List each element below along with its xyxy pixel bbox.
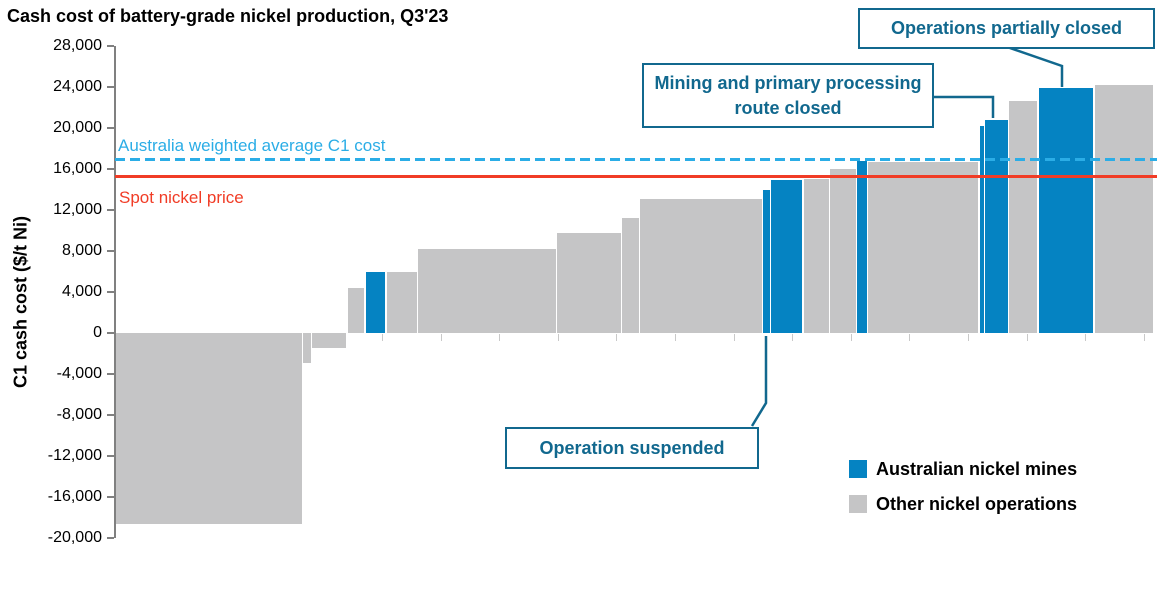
- x-tick-mark: [851, 334, 852, 341]
- x-tick-mark: [909, 334, 910, 341]
- y-tick-mark: [107, 455, 114, 457]
- bar-australian-mine: [771, 180, 802, 333]
- y-tick-label: 12,000: [53, 201, 102, 218]
- y-tick-mark: [107, 373, 114, 375]
- y-tick-mark: [107, 496, 114, 498]
- y-tick-label: 0: [93, 324, 102, 341]
- bar-other-operation: [303, 333, 311, 363]
- y-tick-label: -16,000: [47, 488, 102, 505]
- callout-mining-closed-text: Mining and primary processing route clos…: [654, 72, 922, 118]
- x-tick-mark: [558, 334, 559, 341]
- x-tick-mark: [499, 334, 500, 341]
- bar-other-operation: [1095, 84, 1153, 333]
- x-tick-mark: [441, 334, 442, 341]
- bar-other-operation: [387, 271, 417, 333]
- legend-swatch-australian: [849, 460, 867, 478]
- bar-other-operation: [1009, 101, 1037, 333]
- bar-australian-mine: [366, 271, 385, 333]
- y-tick-label: 28,000: [53, 37, 102, 54]
- x-tick-mark: [382, 334, 383, 341]
- legend-swatch-other: [849, 495, 867, 513]
- bar-other-operation: [116, 333, 302, 524]
- y-tick-mark: [107, 250, 114, 252]
- callout-operation-suspended-text: Operation suspended: [539, 437, 725, 458]
- bar-australian-mine: [763, 189, 770, 333]
- average-c1-cost-label: Australia weighted average C1 cost: [118, 136, 386, 155]
- y-tick-mark: [107, 127, 114, 129]
- y-tick-label: -8,000: [56, 406, 102, 423]
- y-tick-label: 20,000: [53, 119, 102, 136]
- bar-other-operation: [868, 161, 978, 333]
- y-tick-mark: [107, 332, 114, 334]
- bar-australian-mine: [985, 119, 1008, 333]
- x-tick-mark: [616, 334, 617, 341]
- spot-nickel-price-line: [115, 174, 1157, 178]
- legend-item-australian: Australian nickel mines: [849, 458, 1077, 480]
- y-tick-mark: [107, 45, 114, 47]
- y-tick-label: -20,000: [47, 529, 102, 546]
- spot-nickel-price-label: Spot nickel price: [119, 188, 244, 207]
- x-tick-mark: [1085, 334, 1086, 341]
- callout-partially-closed-text: Operations partially closed: [890, 18, 1123, 38]
- bar-other-operation: [312, 333, 346, 349]
- bar-other-operation: [622, 218, 639, 333]
- operation-suspended-leader: [750, 336, 768, 427]
- y-tick-mark: [107, 414, 114, 416]
- legend-label-other: Other nickel operations: [876, 494, 1078, 514]
- y-tick-mark: [107, 168, 114, 170]
- bar-other-operation: [418, 248, 556, 333]
- callout-mining-closed: Mining and primary processing route clos…: [642, 63, 934, 128]
- x-tick-mark: [1027, 334, 1028, 341]
- bar-other-operation: [830, 169, 856, 333]
- bar-other-operation: [804, 179, 829, 333]
- y-tick-mark: [107, 86, 114, 88]
- x-tick-mark: [968, 334, 969, 341]
- callout-operation-suspended: Operation suspended: [505, 427, 759, 469]
- x-tick-mark: [1144, 334, 1145, 341]
- legend-label-australian: Australian nickel mines: [876, 459, 1078, 479]
- bar-australian-mine: [980, 125, 984, 333]
- legend-item-other: Other nickel operations: [849, 493, 1077, 515]
- y-tick-mark: [107, 291, 114, 293]
- y-tick-mark: [107, 537, 114, 539]
- y-tick-label: -4,000: [56, 365, 102, 382]
- bar-australian-mine: [857, 160, 867, 333]
- legend: Australian nickel mines Other nickel ope…: [849, 458, 1077, 528]
- mining-closed-leader: [926, 95, 995, 118]
- y-tick-mark: [107, 209, 114, 211]
- y-tick-label: 16,000: [53, 160, 102, 177]
- bar-other-operation: [640, 198, 762, 333]
- average-c1-cost-line: [115, 158, 1157, 162]
- chart-title: Cash cost of battery-grade nickel produc…: [7, 6, 449, 26]
- y-tick-label: 24,000: [53, 78, 102, 95]
- bar-other-operation: [557, 232, 621, 333]
- x-tick-mark: [792, 334, 793, 341]
- y-axis-line: [114, 46, 116, 538]
- y-tick-label: 8,000: [61, 242, 102, 259]
- bar-other-operation: [348, 287, 364, 333]
- bar-australian-mine: [1039, 88, 1093, 333]
- x-tick-mark: [675, 334, 676, 341]
- y-tick-label: 4,000: [61, 283, 102, 300]
- partially-closed-leader: [1006, 45, 1064, 87]
- callout-partially-closed: Operations partially closed: [858, 8, 1155, 49]
- y-tick-label: -12,000: [47, 447, 102, 464]
- x-tick-mark: [734, 334, 735, 341]
